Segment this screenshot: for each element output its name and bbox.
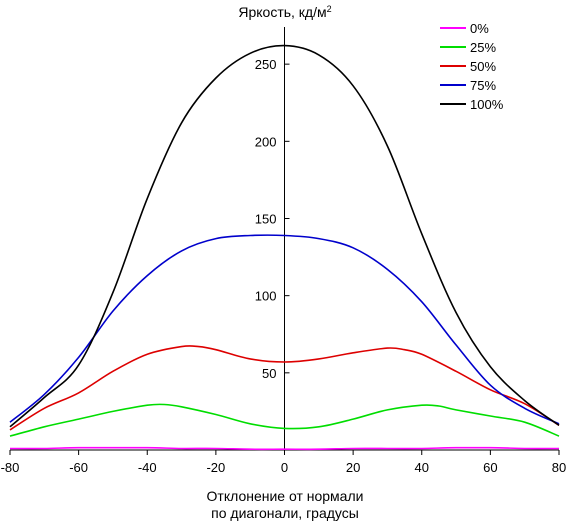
x-axis-title-line1: Отклонение от нормали [207,488,364,504]
series-line-75-percent [9,234,560,425]
legend: 0% 25% 50% 75% 100% [440,21,504,112]
x-tick-label: -20 [206,460,225,475]
legend-label-50-percent: 50% [470,59,496,74]
x-tick-label: -40 [138,460,157,475]
series-line-100-percent [9,44,560,428]
plot-area: -80 -60 -40 -20 0 20 40 60 80 50 100 150 200 250 [1,27,566,475]
y-tick-label: 50 [262,366,276,381]
y-axis-title-main: Яркость, кд/м [238,4,326,20]
x-tick-label: -60 [69,460,88,475]
x-tick-label: -80 [1,460,20,475]
x-axis-title-line2: по диагонали, градусы [211,505,359,521]
y-tick-label: 100 [255,289,277,304]
x-tick-label: 20 [346,460,360,475]
y-tick-label: 150 [255,211,277,226]
x-tick-label: 60 [483,460,497,475]
series-line-0-percent [9,446,560,451]
legend-label-25-percent: 25% [470,40,496,55]
legend-label-0-percent: 0% [470,21,489,36]
legend-label-100-percent: 100% [470,97,504,112]
y-axis-title: Яркость, кд/м2 [238,4,331,20]
x-tick-label: 0 [281,460,288,475]
y-tick-label: 250 [255,57,277,72]
y-tick-label: 200 [255,134,277,149]
legend-label-75-percent: 75% [470,78,496,93]
series-line-25-percent [9,403,560,437]
x-tick-label: 40 [415,460,429,475]
series-line-50-percent [9,345,560,431]
y-axis-title-sup: 2 [327,4,332,14]
x-tick-label: 80 [552,460,566,475]
